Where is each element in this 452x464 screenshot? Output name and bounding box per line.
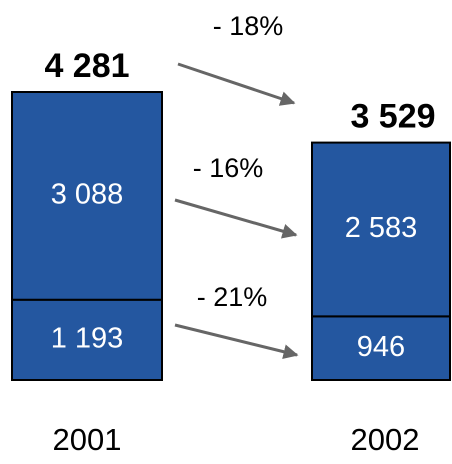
data-label: 946 [357,331,405,363]
total-label: 4 281 [44,47,129,85]
x-tick-label: 2001 [53,422,122,457]
annotation: - 21% [197,282,268,312]
bar-segment [11,298,163,382]
data-label: 2 583 [345,212,418,244]
data-label: 1 193 [51,323,124,355]
bar-segment [311,141,451,318]
arrow [174,323,299,360]
x-tick-label: 2002 [351,422,420,457]
arrow [174,198,298,239]
bar-segment [11,91,163,301]
total-label: 3 529 [350,98,435,136]
data-label: 3 088 [51,179,124,211]
annotation: - 18% [213,11,284,41]
arrow [177,62,296,106]
annotation: - 16% [193,153,264,183]
